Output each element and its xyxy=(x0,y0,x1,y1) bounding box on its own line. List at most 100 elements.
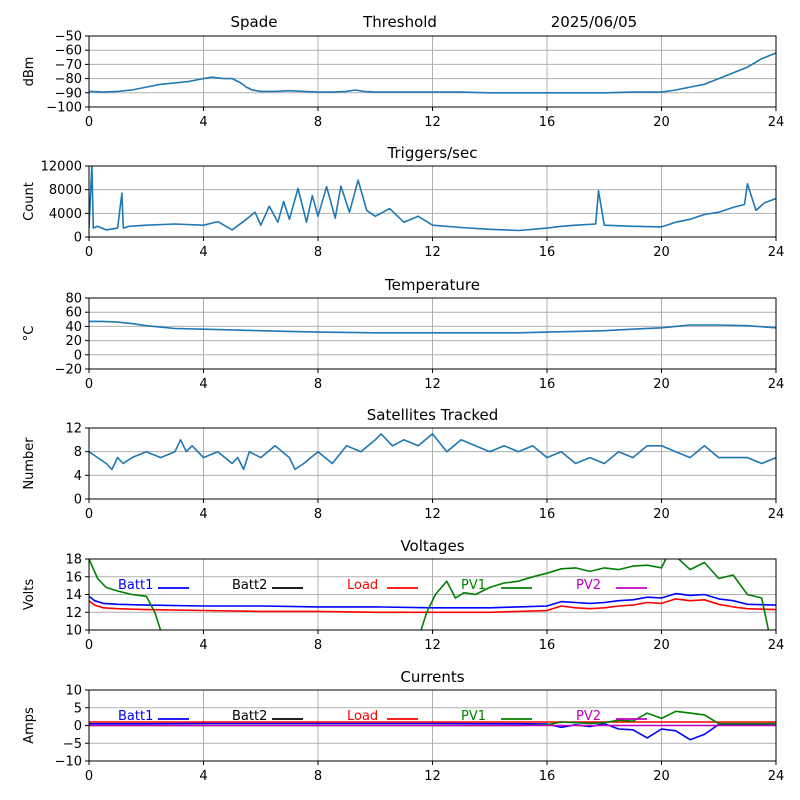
x-tick-label: 12 xyxy=(424,377,441,392)
y-axis-label: Volts xyxy=(22,579,37,611)
y-tick-label: 10 xyxy=(65,684,82,699)
x-tick-label: 0 xyxy=(85,507,93,522)
plot-title: Voltages xyxy=(400,537,464,555)
header-station: Spade xyxy=(231,13,278,31)
plot-title: Currents xyxy=(400,668,464,686)
y-tick-label: 40 xyxy=(65,320,82,335)
y-tick-label: 8 xyxy=(74,445,82,460)
series-line-satellites xyxy=(89,433,776,471)
x-tick-label: 16 xyxy=(539,507,556,522)
legend-label-pv2: PV2 xyxy=(576,709,601,724)
x-tick-label: 0 xyxy=(85,769,93,784)
x-tick-label: 24 xyxy=(768,769,785,784)
x-tick-label: 16 xyxy=(539,245,556,260)
panel-signal: 0 4 8 12 16 20 24 −100−90−80−70−60−50 dBm xyxy=(22,30,784,131)
y-tick-label: −5 xyxy=(63,737,82,752)
y-axis-label: Count xyxy=(22,182,37,221)
y-tick-label: 80 xyxy=(65,292,82,307)
y-tick-label: −100 xyxy=(46,101,82,116)
x-tick-label: 16 xyxy=(539,638,556,653)
y-tick-label: −60 xyxy=(55,44,82,59)
legend-label-batt1: Batt1 xyxy=(118,709,153,724)
x-tick-label: 0 xyxy=(85,377,93,392)
x-tick-label: 8 xyxy=(314,245,322,260)
x-tick-label: 4 xyxy=(199,377,207,392)
y-tick-label: 18 xyxy=(65,553,82,568)
y-tick-label: 4000 xyxy=(49,207,82,222)
y-tick-label: 12000 xyxy=(41,160,82,175)
x-tick-label: 4 xyxy=(199,507,207,522)
x-tick-label: 12 xyxy=(424,507,441,522)
y-axis-label: °C xyxy=(22,326,37,342)
y-tick-label: 0 xyxy=(74,231,82,246)
y-tick-label: 12 xyxy=(65,606,82,621)
y-tick-label: 0 xyxy=(74,493,82,508)
x-tick-label: 0 xyxy=(85,638,93,653)
series-line-signal xyxy=(89,52,776,94)
y-tick-label: −50 xyxy=(55,30,82,45)
x-tick-label: 0 xyxy=(85,245,93,260)
y-tick-label: 16 xyxy=(65,570,82,585)
x-tick-label: 4 xyxy=(199,638,207,653)
legend-label-batt2: Batt2 xyxy=(232,578,267,593)
x-tick-label: 24 xyxy=(768,245,785,260)
x-tick-label: 16 xyxy=(539,377,556,392)
legend-label-load: Load xyxy=(347,578,378,593)
x-tick-label: 12 xyxy=(424,115,441,130)
y-tick-label: 4 xyxy=(74,469,82,484)
y-tick-label: −90 xyxy=(55,86,82,101)
y-tick-label: 0 xyxy=(74,719,82,734)
x-tick-label: 8 xyxy=(314,377,322,392)
y-tick-label: −10 xyxy=(55,755,82,770)
y-tick-label: 14 xyxy=(65,588,82,603)
x-tick-label: 24 xyxy=(768,115,785,130)
series-line-pv1 xyxy=(89,559,770,630)
x-tick-label: 8 xyxy=(314,115,322,130)
series-line-triggers xyxy=(89,166,776,232)
x-tick-label: 4 xyxy=(199,115,207,130)
y-tick-label: −70 xyxy=(55,58,82,73)
panel-voltages: 0 4 8 12 16 20 24 10 12 14 16 18 Voltages Volts Batt1 B… xyxy=(22,537,784,653)
y-axis-label: Amps xyxy=(22,707,37,744)
series-line-load xyxy=(89,598,776,614)
x-tick-label: 12 xyxy=(424,769,441,784)
panel-currents: 0 4 8 12 16 20 24 −10 −5 0 5 10 Currents Amps Batt1 Bat… xyxy=(22,668,784,784)
legend-label-pv1: PV1 xyxy=(461,709,486,724)
y-tick-label: 0 xyxy=(74,348,82,363)
y-tick-label: 12 xyxy=(65,422,82,437)
legend-label-pv2: PV2 xyxy=(576,578,601,593)
legend-label-load: Load xyxy=(347,709,378,724)
y-axis-label: Number xyxy=(22,437,37,490)
plot-title: Triggers/sec xyxy=(387,144,478,162)
x-tick-label: 16 xyxy=(539,115,556,130)
x-tick-label: 8 xyxy=(314,769,322,784)
x-tick-label: 20 xyxy=(653,245,670,260)
x-tick-label: 12 xyxy=(424,245,441,260)
header-label: Threshold xyxy=(362,13,437,31)
x-tick-label: 24 xyxy=(768,507,785,522)
x-tick-label: 16 xyxy=(539,769,556,784)
x-tick-label: 4 xyxy=(199,769,207,784)
series-line-temperature xyxy=(89,320,776,334)
x-tick-label: 12 xyxy=(424,638,441,653)
x-tick-label: 24 xyxy=(768,638,785,653)
panel-triggers: 0 4 8 12 16 20 24 0 4000 8000 12000 Triggers/sec Cou… xyxy=(22,144,784,260)
legend-label-pv1: PV1 xyxy=(461,578,486,593)
x-tick-label: 20 xyxy=(653,769,670,784)
x-tick-label: 4 xyxy=(199,245,207,260)
plot-title: Satellites Tracked xyxy=(367,406,498,424)
y-tick-label: −80 xyxy=(55,72,82,87)
x-tick-label: 20 xyxy=(653,507,670,522)
series-line-batt1 xyxy=(89,592,776,609)
x-tick-label: 20 xyxy=(653,115,670,130)
x-tick-label: 24 xyxy=(768,377,785,392)
y-tick-label: 10 xyxy=(65,624,82,639)
x-tick-label: 8 xyxy=(314,507,322,522)
y-tick-label: 60 xyxy=(65,306,82,321)
x-tick-label: 20 xyxy=(653,638,670,653)
header-date: 2025/06/05 xyxy=(551,13,637,31)
